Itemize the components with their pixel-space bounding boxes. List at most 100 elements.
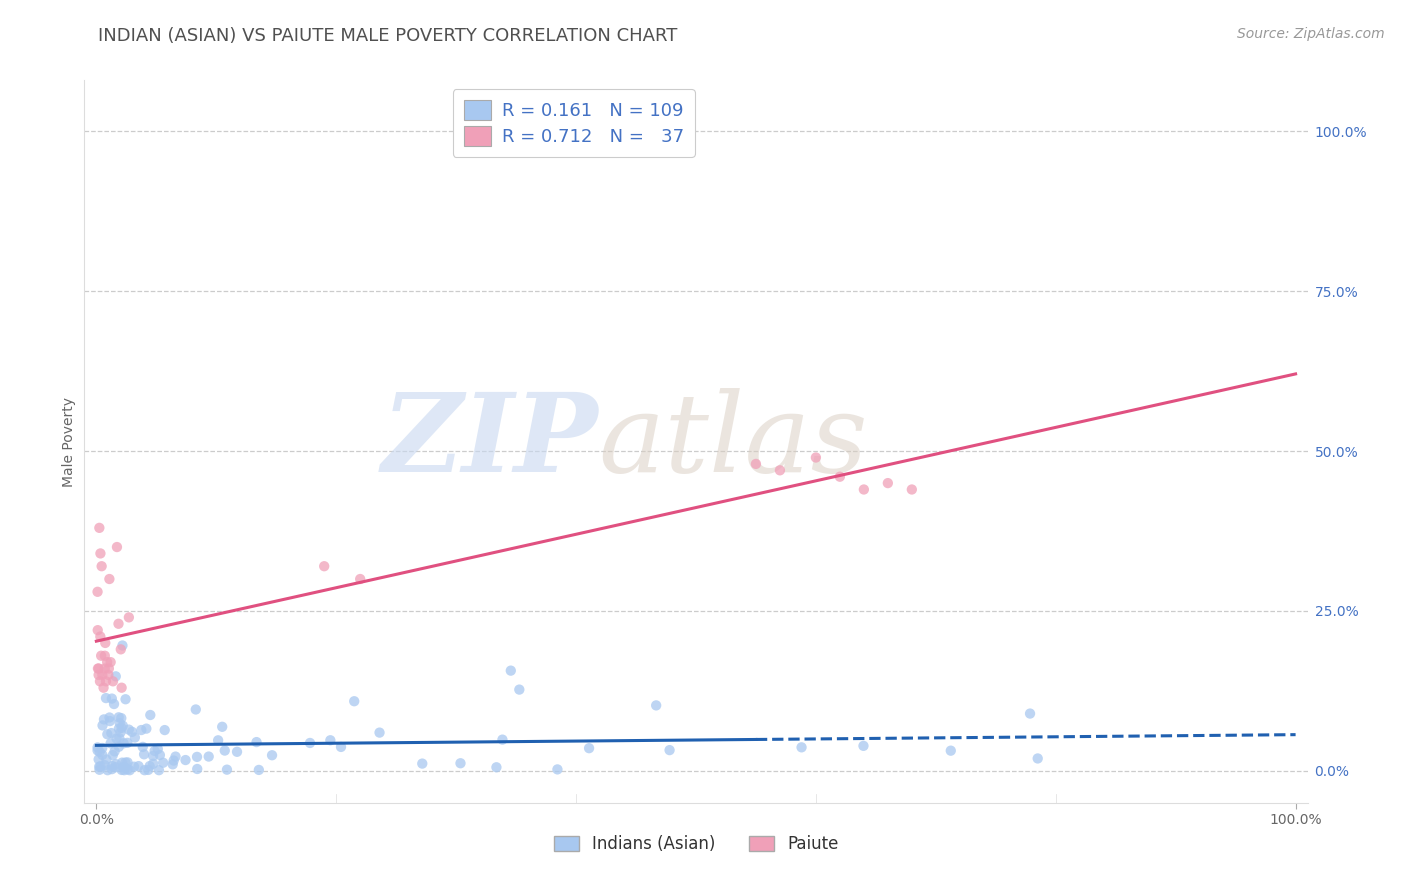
Point bbox=[135, 722, 157, 736]
Point bbox=[143, 744, 166, 758]
Point bbox=[107, 710, 129, 724]
Point bbox=[101, 748, 124, 763]
Point bbox=[89, 763, 111, 777]
Point bbox=[89, 521, 111, 535]
Point bbox=[349, 572, 371, 586]
Point bbox=[153, 723, 176, 737]
Point bbox=[89, 630, 111, 644]
Point bbox=[93, 758, 115, 772]
Point bbox=[319, 733, 342, 747]
Point bbox=[142, 748, 165, 763]
Point bbox=[117, 763, 139, 777]
Point bbox=[105, 731, 128, 746]
Point bbox=[111, 681, 134, 695]
Point bbox=[134, 763, 156, 777]
Point bbox=[93, 661, 117, 675]
Point bbox=[485, 760, 508, 774]
Point bbox=[152, 756, 174, 770]
Point bbox=[104, 757, 127, 772]
Text: Source: ZipAtlas.com: Source: ZipAtlas.com bbox=[1237, 27, 1385, 41]
Point bbox=[91, 718, 114, 732]
Point bbox=[91, 668, 114, 682]
Point bbox=[110, 725, 132, 739]
Point bbox=[86, 740, 108, 755]
Point bbox=[96, 727, 118, 741]
Point bbox=[111, 756, 134, 770]
Point bbox=[197, 749, 219, 764]
Point bbox=[260, 748, 283, 763]
Point bbox=[89, 674, 111, 689]
Point bbox=[247, 763, 270, 777]
Point bbox=[87, 623, 110, 637]
Point bbox=[162, 757, 184, 772]
Point bbox=[645, 698, 668, 713]
Point bbox=[105, 540, 128, 554]
Point bbox=[450, 756, 472, 771]
Point bbox=[1019, 706, 1042, 721]
Point bbox=[94, 674, 117, 689]
Point bbox=[546, 763, 568, 777]
Point bbox=[118, 610, 141, 624]
Point bbox=[104, 744, 127, 758]
Point bbox=[112, 760, 135, 774]
Point bbox=[368, 725, 391, 739]
Point bbox=[876, 476, 898, 491]
Point bbox=[101, 691, 124, 706]
Point bbox=[131, 723, 153, 737]
Point bbox=[108, 722, 131, 736]
Point bbox=[121, 724, 143, 739]
Point bbox=[98, 572, 121, 586]
Point bbox=[93, 681, 115, 695]
Point bbox=[89, 760, 111, 774]
Point bbox=[343, 694, 366, 708]
Point bbox=[314, 559, 336, 574]
Point bbox=[101, 759, 124, 773]
Point bbox=[146, 742, 169, 756]
Point bbox=[87, 752, 110, 766]
Point bbox=[165, 749, 187, 764]
Point bbox=[901, 483, 924, 497]
Point bbox=[118, 763, 141, 777]
Point bbox=[163, 754, 186, 768]
Point bbox=[298, 736, 321, 750]
Point bbox=[87, 668, 110, 682]
Point bbox=[114, 756, 136, 770]
Point bbox=[89, 759, 111, 773]
Point bbox=[89, 745, 111, 759]
Point bbox=[100, 736, 122, 750]
Point bbox=[142, 756, 165, 771]
Point bbox=[90, 559, 112, 574]
Text: INDIAN (ASIAN) VS PAIUTE MALE POVERTY CORRELATION CHART: INDIAN (ASIAN) VS PAIUTE MALE POVERTY CO… bbox=[98, 27, 678, 45]
Text: atlas: atlas bbox=[598, 388, 868, 495]
Point bbox=[132, 747, 155, 762]
Point bbox=[101, 674, 124, 689]
Point bbox=[91, 741, 114, 756]
Point bbox=[852, 483, 875, 497]
Point bbox=[114, 760, 136, 774]
Point bbox=[108, 716, 131, 731]
Point bbox=[132, 739, 155, 754]
Point bbox=[174, 753, 197, 767]
Point bbox=[499, 664, 522, 678]
Point bbox=[107, 616, 129, 631]
Point bbox=[112, 763, 135, 777]
Point bbox=[215, 763, 238, 777]
Point bbox=[207, 733, 229, 747]
Point bbox=[939, 744, 962, 758]
Point bbox=[578, 741, 600, 756]
Point bbox=[245, 735, 267, 749]
Point bbox=[94, 636, 117, 650]
Y-axis label: Male Poverty: Male Poverty bbox=[62, 397, 76, 486]
Point bbox=[1026, 751, 1049, 765]
Point bbox=[108, 739, 131, 754]
Point bbox=[111, 763, 134, 777]
Point bbox=[118, 723, 141, 737]
Point bbox=[91, 747, 114, 762]
Point bbox=[96, 752, 118, 766]
Point bbox=[110, 642, 132, 657]
Point bbox=[117, 756, 139, 770]
Point bbox=[508, 682, 530, 697]
Point bbox=[128, 759, 150, 773]
Point bbox=[111, 719, 134, 733]
Point bbox=[214, 743, 236, 757]
